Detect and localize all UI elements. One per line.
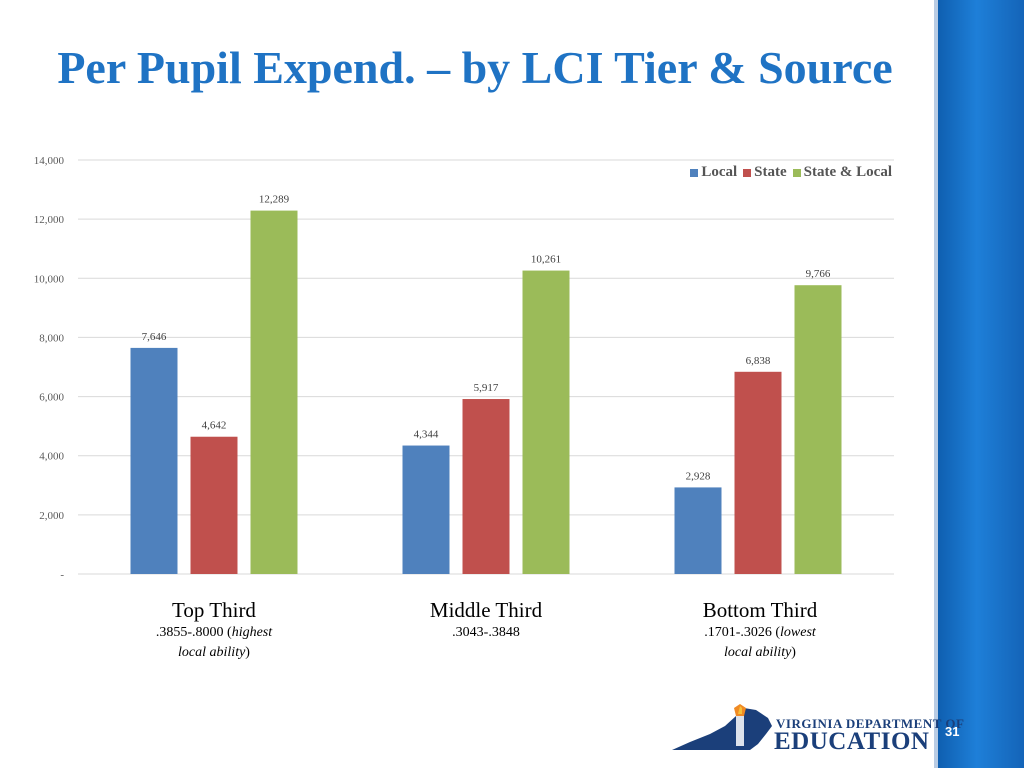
bar-state-local-bottom-third — [794, 285, 842, 574]
data-label: 7,646 — [142, 331, 167, 343]
bar-state-local-top-third — [250, 210, 298, 574]
category-note: local ability) — [99, 643, 329, 663]
virginia-map-icon — [672, 704, 772, 750]
bar-chart: - 2,000 4,000 6,000 8,000 10,000 12,000 14,000 7… — [34, 155, 894, 581]
note-italic: local ability — [178, 645, 246, 660]
category-label-middle-third: Middle Third .3043-.3848 — [371, 597, 601, 643]
category-note: local ability) — [645, 643, 875, 663]
bar-local-bottom-third — [674, 487, 722, 574]
data-label: 4,642 — [202, 420, 227, 432]
y-tick-label: 2,000 — [39, 510, 64, 522]
side-bar — [938, 0, 1024, 768]
note-end: ) — [791, 645, 796, 660]
y-tick-label: 4,000 — [39, 451, 64, 463]
chart-legend: Local State State & Local — [690, 164, 892, 181]
legend-swatch-state-local — [792, 168, 801, 177]
side-bar-edge — [934, 0, 938, 768]
y-tick-label: - — [60, 569, 64, 581]
data-label: 2,928 — [686, 470, 711, 482]
legend-label-state-local: State & Local — [803, 164, 892, 180]
logo-text-line1: VIRGINIA DEPARTMENT OF — [776, 716, 965, 731]
vdoe-logo: VIRGINIA DEPARTMENT OF EDUCATION — [670, 704, 964, 755]
logo-text-line2: EDUCATION — [774, 728, 930, 755]
y-tick-label: 12,000 — [34, 214, 65, 226]
note-italic: local ability — [724, 645, 792, 660]
y-tick-label: 10,000 — [34, 273, 65, 285]
bar-local-top-third — [130, 347, 178, 574]
category-range: .1701-.3026 (lowest — [645, 623, 875, 643]
legend-item-state: State — [743, 164, 787, 181]
category-label-top-third: Top Third .3855-.8000 (highest local abi… — [99, 597, 329, 663]
category-name: Top Third — [172, 598, 256, 622]
y-tick-label: 8,000 — [39, 332, 64, 344]
bar-state-top-third — [190, 436, 238, 574]
range-text: .1701-.3026 ( — [704, 625, 781, 640]
data-label: 5,917 — [474, 382, 499, 394]
legend-swatch-state — [743, 168, 752, 177]
legend-label-local: Local — [701, 164, 738, 180]
range-italic: lowest — [780, 625, 816, 640]
legend-label-state: State — [754, 164, 787, 180]
legend-item-local: Local — [690, 164, 737, 181]
category-label-bottom-third: Bottom Third .1701-.3026 (lowest local a… — [645, 597, 875, 663]
data-label: 6,838 — [746, 355, 771, 367]
category-range: .3043-.3848 — [371, 623, 601, 643]
data-label: 10,261 — [531, 254, 561, 266]
category-range: .3855-.8000 (highest — [99, 623, 329, 643]
legend-item-state-local: State & Local — [792, 164, 892, 181]
page-number: 31 — [945, 724, 960, 739]
bar-state-middle-third — [462, 399, 510, 574]
data-label: 4,344 — [414, 429, 439, 441]
range-italic: highest — [231, 625, 273, 640]
category-name: Bottom Third — [702, 598, 818, 622]
data-label: 12,289 — [259, 194, 290, 206]
bar-local-middle-third — [402, 445, 450, 574]
note-end: ) — [245, 645, 250, 660]
bar-state-local-middle-third — [522, 270, 570, 574]
range-text: .3855-.8000 ( — [155, 625, 232, 640]
y-tick-label: 14,000 — [34, 155, 65, 167]
category-name: Middle Third — [429, 598, 543, 622]
y-tick-label: 6,000 — [39, 392, 64, 404]
range-text: .3043-.3848 — [452, 625, 520, 640]
slide-title: Per Pupil Expend. – by LCI Tier & Source — [57, 42, 893, 93]
legend-swatch-local — [690, 168, 699, 177]
data-label: 9,766 — [806, 268, 831, 280]
bar-state-bottom-third — [734, 371, 782, 574]
